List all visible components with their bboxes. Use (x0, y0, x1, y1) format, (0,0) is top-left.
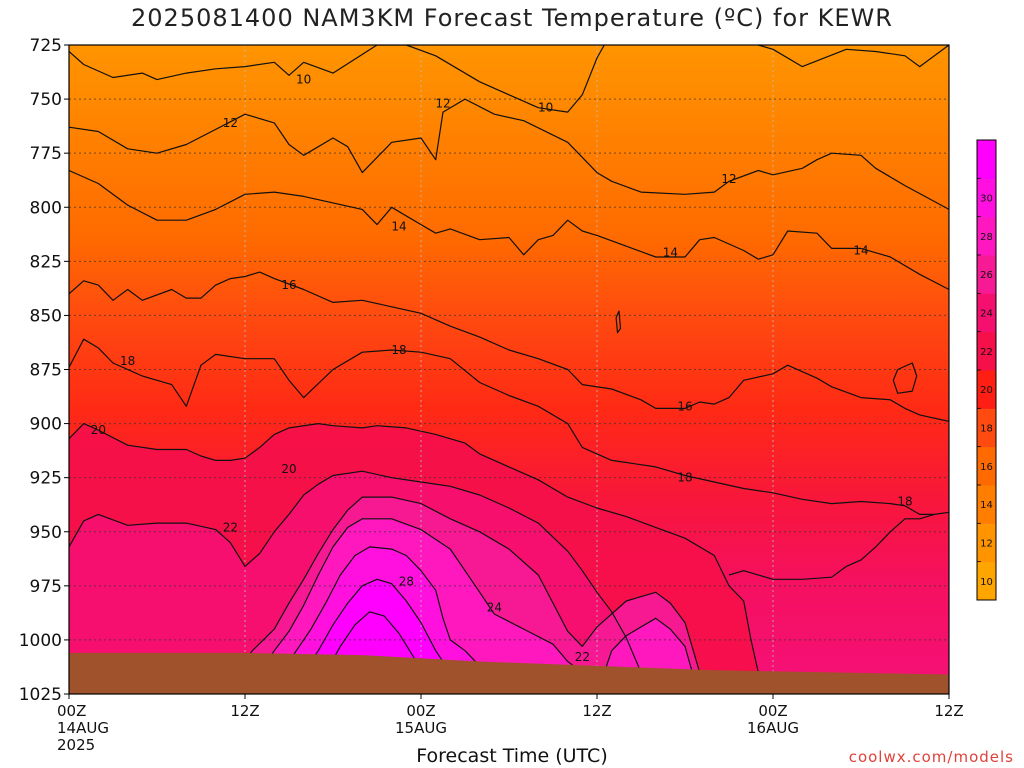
y-tick-label-825: 825 (30, 252, 62, 272)
colorbar-label-10: 10 (980, 577, 993, 588)
colorbar-segment-9 (977, 216, 996, 256)
contour-line-12 (69, 98, 949, 210)
source-credit: coolwx.com/models (848, 748, 1014, 766)
contour-label-layer: 10 10 12 12 12 14 14 14 16 16 18 18 18 18 20 20 22 22 24 28 (91, 73, 913, 665)
x-tick-label-24-0: 00Z (406, 702, 435, 720)
colorbar-segment-8 (977, 255, 996, 294)
contour-line-20 (69, 423, 759, 673)
ground-layer (69, 652, 949, 694)
contour-line-16 (615, 310, 622, 334)
colorbar-label-18: 18 (980, 424, 993, 435)
x-tick-label-0-0: 00Z (57, 702, 86, 720)
y-tick-label-725: 725 (30, 36, 62, 56)
x-tick-label-48-1: 16AUG (747, 719, 799, 737)
x-tick-label-36-0: 12Z (582, 702, 611, 720)
colorbar-segment-1 (977, 523, 996, 563)
contour-line-28 (281, 546, 488, 673)
contour-label-12: 12 (721, 172, 736, 186)
contour-label-18: 18 (897, 494, 912, 508)
colorbar-segment-6 (977, 331, 996, 371)
contour-line-22 (69, 470, 642, 673)
colorbar-segment-4 (977, 408, 996, 448)
colorbar-label-24: 24 (980, 309, 993, 320)
contour-label-20: 20 (281, 462, 296, 476)
contour-label-28: 28 (399, 575, 414, 589)
contour-label-22: 22 (223, 520, 238, 534)
contour-line-30 (303, 578, 451, 673)
x-axis-title: Forecast Time (UTC) (416, 745, 608, 767)
colorbar-label-28: 28 (980, 232, 993, 243)
colorbar: 10 12 14 16 18 20 22 24 26 28 30 (976, 139, 997, 601)
contour-line-18 (892, 362, 918, 394)
x-tick-label-24-1: 15AUG (395, 719, 447, 737)
contour-label-14: 14 (853, 244, 868, 258)
colorbar-label-30: 30 (980, 194, 993, 205)
colorbar-label-26: 26 (980, 270, 993, 281)
colorbar-segment-5 (977, 370, 996, 409)
contour-label-18: 18 (120, 354, 135, 368)
colorbar-label-16: 16 (980, 462, 993, 473)
y-tick-label-850: 850 (30, 306, 62, 326)
contour-line-16 (69, 271, 949, 422)
x-tick-label-12-0: 12Z (230, 702, 259, 720)
contour-label-14: 14 (663, 246, 678, 260)
contour-line-26 (259, 518, 583, 673)
colorbar-label-20: 20 (980, 385, 993, 396)
contour-layer (69, 45, 949, 673)
contour-line-26 (603, 617, 693, 673)
contour-label-12: 12 (435, 96, 450, 110)
y-tick-label-800: 800 (30, 198, 62, 218)
y-tick-label-975: 975 (30, 577, 62, 597)
colorbar-label-22: 22 (980, 347, 993, 358)
contour-line-14 (69, 169, 949, 291)
contour-label-18: 18 (391, 343, 406, 357)
colorbar-segment-10 (977, 178, 996, 218)
x-tick-label-48-0: 00Z (758, 702, 787, 720)
contour-label-22: 22 (575, 650, 590, 664)
y-tick-label-775: 775 (30, 144, 62, 164)
colorbar-segment-3 (977, 446, 996, 486)
y-tick-label-900: 900 (30, 415, 62, 435)
contour-label-16: 16 (281, 278, 296, 292)
x-tick-label-60-0: 12Z (934, 702, 963, 720)
contour-label-20: 20 (91, 423, 106, 437)
contour-label-18: 18 (677, 471, 692, 485)
colorbar-segment-11 (977, 140, 996, 179)
contour-label-12: 12 (223, 116, 238, 130)
colorbar-segment-7 (977, 293, 996, 333)
y-tick-label-925: 925 (30, 469, 62, 489)
y-tick-label-950: 950 (30, 523, 62, 543)
contour-line-24 (237, 496, 701, 673)
y-tick-label-750: 750 (30, 90, 62, 110)
colorbar-label-12: 12 (980, 539, 993, 550)
contour-line-10 (69, 45, 605, 113)
contour-line-10 (758, 45, 949, 68)
y-tick-label-1000: 1000 (19, 631, 62, 651)
contour-label-10: 10 (538, 101, 553, 115)
contour-label-16: 16 (677, 399, 692, 413)
y-tick-label-1025: 1025 (19, 685, 62, 705)
contour-line-30 (325, 611, 422, 673)
y-axis: 725 750 775 800 825 850 875 900 925 950 975 1000 102… (19, 36, 69, 705)
ground-surface (69, 652, 949, 694)
y-tick-label-875: 875 (30, 361, 62, 381)
chart-title: 2025081400 NAM3KM Forecast Temperature (… (131, 4, 893, 32)
contour-label-24: 24 (487, 600, 502, 614)
contour-label-10: 10 (296, 73, 311, 87)
contour-label-14: 14 (391, 220, 406, 234)
contour-line-18 (69, 338, 949, 580)
x-tick-label-0-1: 14AUG (57, 719, 109, 737)
x-tick-label-0-2: 2025 (57, 736, 95, 754)
colorbar-segment-0 (977, 561, 996, 601)
colorbar-segment-2 (977, 485, 996, 524)
colorbar-label-14: 14 (980, 500, 993, 511)
